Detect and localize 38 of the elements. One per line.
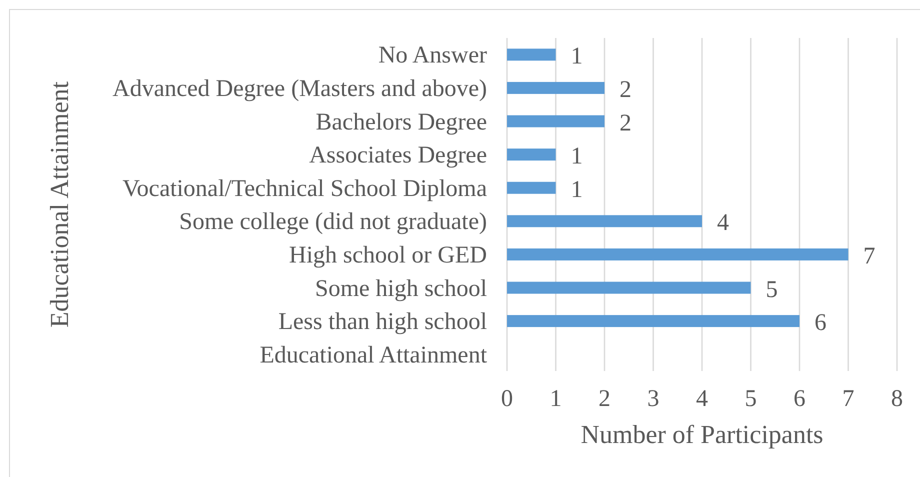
y-tick-label: Less than high school (278, 309, 488, 336)
x-axis-title: Number of Participants (580, 420, 824, 449)
bar (507, 115, 604, 128)
y-tick-label: Associates Degree (309, 142, 487, 169)
data-label: 4 (717, 210, 729, 236)
x-tick-label: 4 (696, 386, 708, 412)
y-tick-label: Advanced Degree (Masters and above) (112, 76, 487, 102)
x-tick-label: 2 (598, 386, 610, 412)
y-tick-label: High school or GED (289, 242, 487, 268)
x-tick-label: 1 (550, 386, 562, 412)
x-tick-label: 6 (794, 386, 806, 412)
data-label: 1 (570, 176, 583, 203)
data-label: 1 (570, 144, 583, 170)
bar (507, 82, 604, 94)
bar (507, 215, 702, 228)
bar (507, 48, 556, 61)
y-tick-label: Educational Attainment (260, 342, 488, 368)
data-label: 2 (620, 76, 632, 103)
x-tick-label: 8 (891, 386, 903, 412)
data-label: 6 (814, 310, 826, 336)
y-tick-label: Some high school (315, 276, 488, 302)
x-tick-label: 0 (501, 386, 513, 412)
data-label: 1 (570, 44, 583, 70)
data-label: 7 (863, 243, 876, 270)
bar (507, 182, 556, 194)
data-label: 2 (620, 110, 632, 136)
bar (507, 248, 848, 260)
x-tick-label: 3 (647, 386, 660, 412)
bar (507, 315, 800, 328)
data-label: 5 (766, 276, 778, 303)
y-tick-label: Vocational/Technical School Diploma (122, 176, 488, 202)
bar (507, 148, 556, 161)
y-tick-label: Some college (did not graduate) (179, 209, 487, 236)
y-tick-label: Bachelors Degree (316, 109, 487, 136)
bar (507, 282, 751, 294)
x-tick-label: 5 (744, 386, 757, 412)
x-tick-label: 7 (842, 386, 854, 412)
y-tick-label: No Answer (378, 42, 488, 69)
